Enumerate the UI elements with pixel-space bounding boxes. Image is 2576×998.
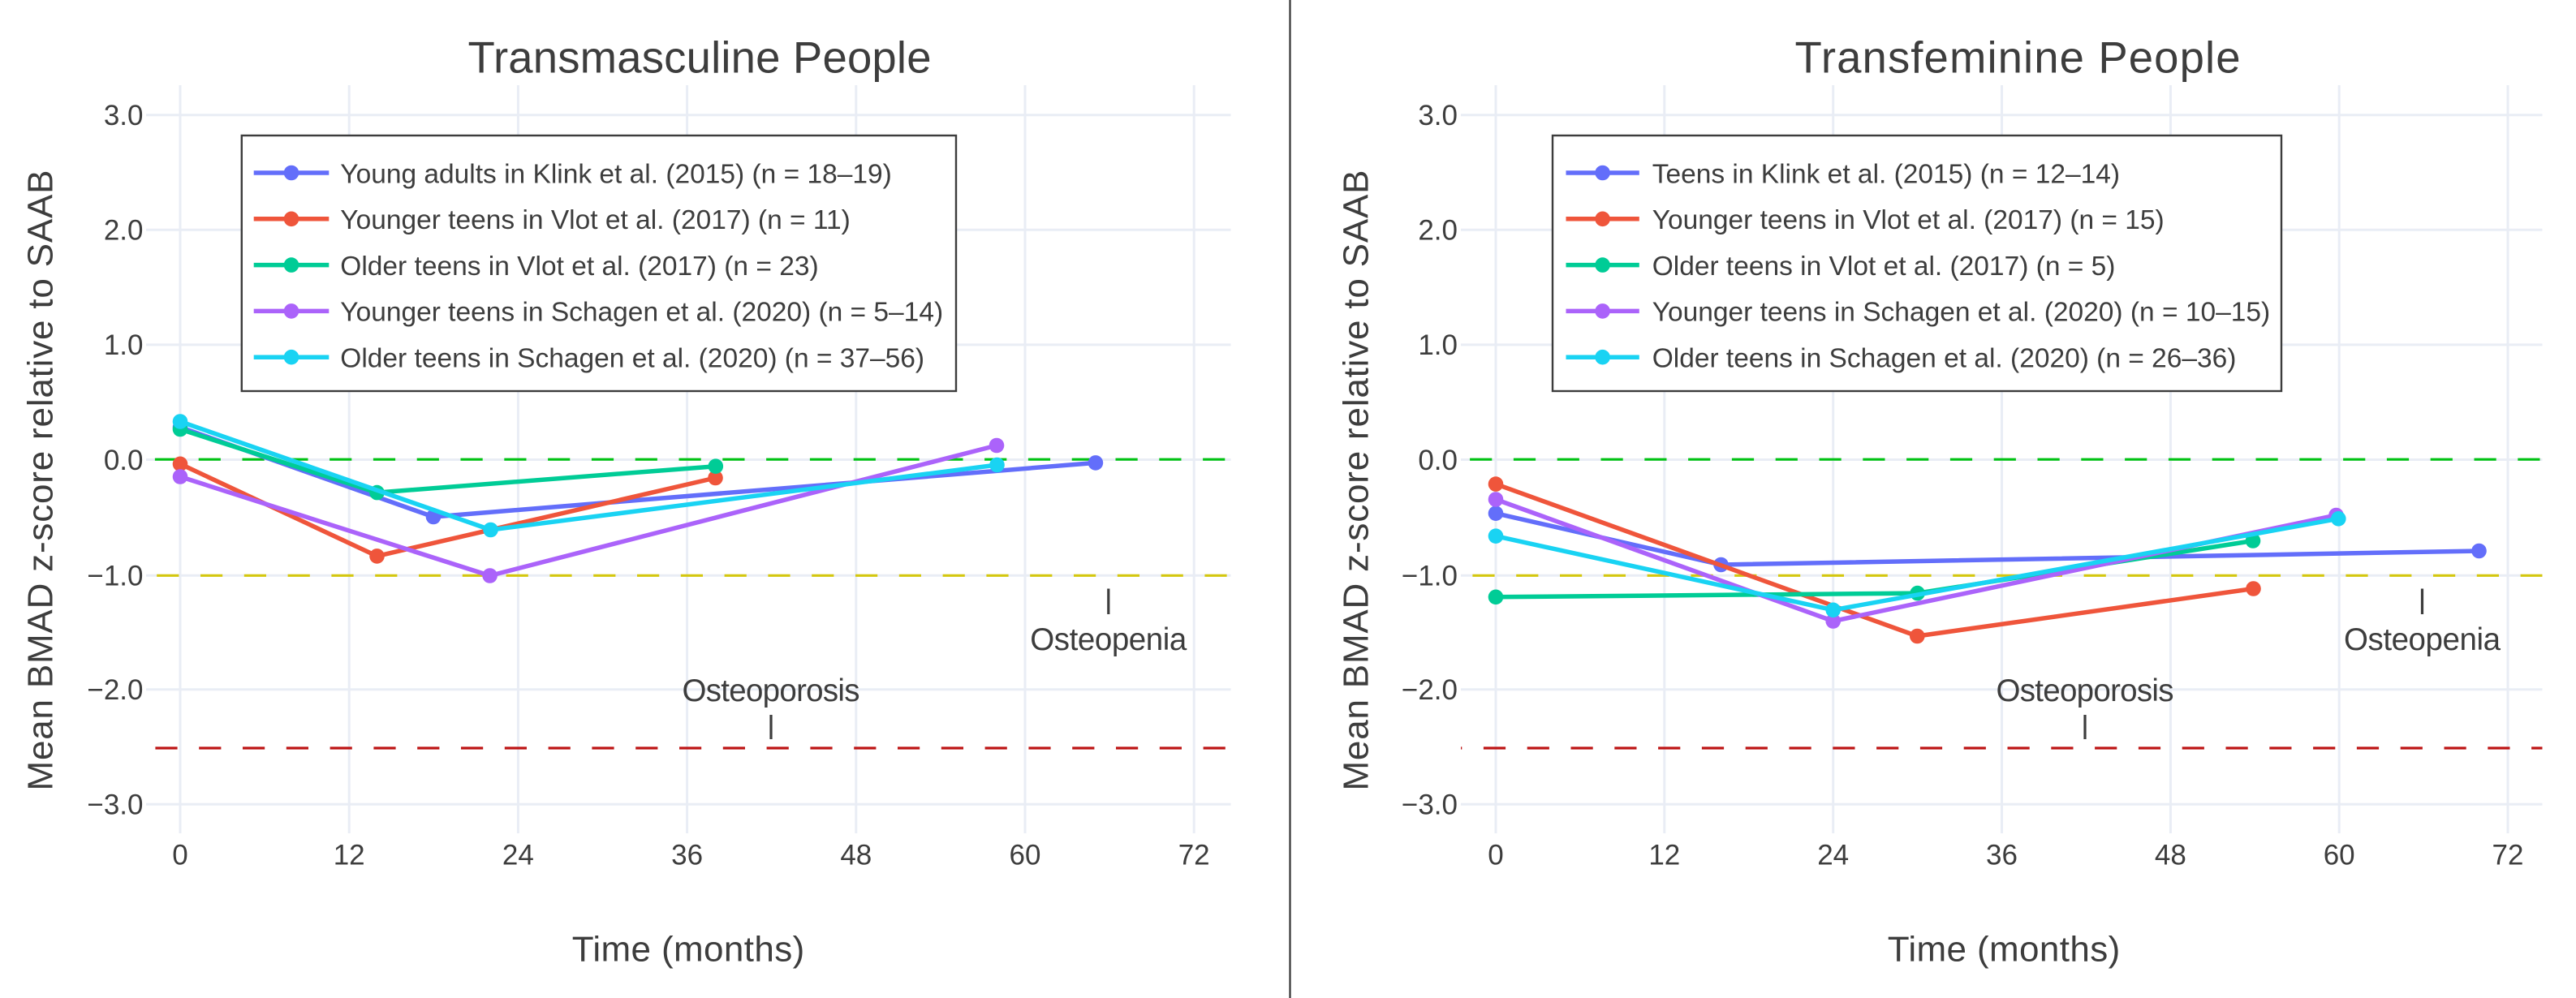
svg-text:48: 48 — [2155, 840, 2186, 871]
svg-text:−3.0: −3.0 — [1402, 789, 1458, 821]
svg-text:Osteopenia: Osteopenia — [1030, 622, 1187, 657]
svg-text:Older teens in Vlot et al. (20: Older teens in Vlot et al. (2017) (n = 2… — [340, 252, 818, 282]
svg-text:Teens in Klink et al. (2015) (: Teens in Klink et al. (2015) (n = 12–14) — [1652, 159, 2120, 189]
svg-text:0: 0 — [172, 840, 187, 871]
svg-text:12: 12 — [334, 840, 365, 871]
svg-text:Osteoporosis: Osteoporosis — [1997, 673, 2174, 708]
svg-text:Young adults in Klink et al. (: Young adults in Klink et al. (2015) (n =… — [340, 159, 891, 189]
svg-text:3.0: 3.0 — [1418, 100, 1458, 131]
svg-text:Osteopenia: Osteopenia — [2344, 622, 2501, 657]
svg-text:0.0: 0.0 — [1418, 445, 1458, 476]
svg-text:Younger teens in Vlot et al. (: Younger teens in Vlot et al. (2017) (n =… — [1652, 205, 2165, 235]
svg-text:1.0: 1.0 — [104, 329, 144, 361]
svg-text:Younger teens in Schagen et al: Younger teens in Schagen et al. (2020) (… — [340, 298, 943, 328]
svg-text:−1.0: −1.0 — [1402, 561, 1458, 592]
svg-text:60: 60 — [1010, 840, 1041, 871]
svg-text:Older teens in Schagen et al.: Older teens in Schagen et al. (2020) (n … — [1652, 344, 2237, 374]
svg-text:36: 36 — [1986, 840, 2018, 871]
svg-text:2.0: 2.0 — [1418, 215, 1458, 247]
svg-text:Time (months): Time (months) — [572, 929, 805, 969]
svg-text:0.0: 0.0 — [104, 445, 144, 476]
svg-text:Osteoporosis: Osteoporosis — [683, 673, 860, 708]
svg-text:24: 24 — [1817, 840, 1849, 871]
svg-text:72: 72 — [2492, 840, 2524, 871]
svg-text:Time (months): Time (months) — [1888, 929, 2121, 969]
svg-text:36: 36 — [671, 840, 703, 871]
svg-text:−3.0: −3.0 — [87, 789, 143, 821]
svg-text:12: 12 — [1648, 840, 1680, 871]
svg-text:1.0: 1.0 — [1418, 329, 1458, 361]
svg-text:3.0: 3.0 — [104, 100, 144, 131]
svg-text:Older teens in Schagen et al.: Older teens in Schagen et al. (2020) (n … — [340, 344, 924, 374]
svg-text:Older teens in Vlot et al. (20: Older teens in Vlot et al. (2017) (n = 5… — [1652, 252, 2116, 282]
svg-text:−2.0: −2.0 — [1402, 674, 1458, 706]
svg-text:Mean BMAD z-score relative to: Mean BMAD z-score relative to SAAB — [21, 170, 61, 791]
svg-text:72: 72 — [1178, 840, 1210, 871]
svg-text:2.0: 2.0 — [104, 215, 144, 247]
svg-text:Transmasculine People: Transmasculine People — [468, 33, 932, 83]
svg-text:60: 60 — [2324, 840, 2355, 871]
svg-text:Mean BMAD z-score relative to: Mean BMAD z-score relative to SAAB — [1337, 170, 1376, 791]
svg-text:Transfeminine People: Transfeminine People — [1795, 33, 2241, 83]
svg-text:Younger teens in Schagen et al: Younger teens in Schagen et al. (2020) (… — [1652, 298, 2270, 328]
svg-text:24: 24 — [502, 840, 534, 871]
svg-text:0: 0 — [1488, 840, 1503, 871]
svg-text:48: 48 — [840, 840, 872, 871]
svg-text:Younger teens in Vlot et al. (: Younger teens in Vlot et al. (2017) (n =… — [340, 205, 851, 235]
svg-text:−1.0: −1.0 — [87, 561, 143, 592]
svg-text:−2.0: −2.0 — [87, 674, 143, 706]
